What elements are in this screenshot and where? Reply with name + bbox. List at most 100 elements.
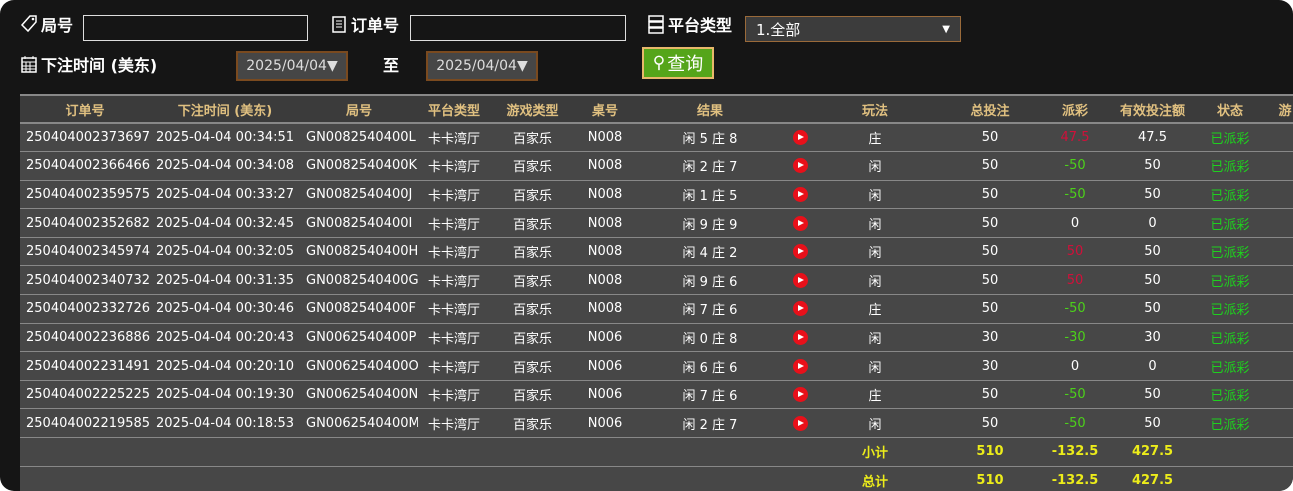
cell: [1200, 466, 1260, 491]
play-video-icon[interactable]: [792, 329, 808, 345]
cell: [1260, 466, 1293, 491]
order-input[interactable]: [410, 15, 626, 41]
cell: -132.5: [1045, 437, 1105, 467]
cell: 250404002231491: [20, 351, 150, 381]
cell: [1260, 237, 1293, 267]
replay-cell: [785, 180, 815, 210]
cell: [150, 437, 300, 467]
play-video-icon[interactable]: [792, 130, 808, 146]
bet-records-table: 订单号 下注时间 (美东) 局号 平台类型 游戏类型 桌号 结果 玩法 总投注 派彩 有效投注额 状态…: [20, 94, 1293, 491]
cell: 50: [1105, 408, 1200, 439]
cell: 427.5: [1105, 466, 1200, 491]
server-icon: [648, 15, 664, 34]
cell: 已派彩: [1200, 408, 1260, 439]
cell: N008: [575, 151, 635, 181]
cell: 0: [1105, 208, 1200, 238]
replay-cell: [785, 323, 815, 353]
cell: [20, 437, 150, 467]
column-header: 平台类型: [418, 94, 490, 124]
cell: 510: [935, 437, 1045, 467]
cell: 百家乐: [490, 265, 575, 296]
cell: 百家乐: [490, 323, 575, 353]
play-video-icon[interactable]: [792, 415, 808, 431]
column-header: 下注时间 (美东): [150, 94, 300, 124]
order-label: 订单号: [330, 12, 399, 36]
play-video-icon[interactable]: [792, 158, 808, 174]
column-header: 订单号: [20, 94, 150, 124]
cell: [418, 466, 490, 491]
to-label: 至: [383, 56, 400, 75]
cell: 0: [1045, 351, 1105, 381]
cell: 50: [1105, 380, 1200, 410]
replay-cell: [785, 265, 815, 296]
time-label: 下注时间 (美东): [20, 52, 157, 76]
replay-cell: [785, 151, 815, 181]
cell: [1260, 437, 1293, 467]
cell: 427.5: [1105, 437, 1200, 467]
replay-cell: [785, 351, 815, 381]
query-button[interactable]: ⚲ 查询: [642, 47, 714, 79]
replay-cell: [785, 380, 815, 410]
cell: -132.5: [1045, 466, 1105, 491]
cell: [1260, 123, 1293, 153]
cell: [150, 466, 300, 491]
cell: 50: [935, 237, 1045, 267]
table-row: 250404002352682 2025-04-04 00:32:45 GN0082…: [20, 208, 1293, 238]
cell: 卡卡湾厅: [418, 380, 490, 410]
cell: 已派彩: [1200, 351, 1260, 381]
cell: 47.5: [1105, 123, 1200, 153]
play-video-icon[interactable]: [792, 387, 808, 403]
cell: N008: [575, 208, 635, 238]
cell: 50: [935, 380, 1045, 410]
cell: 2025-04-04 00:30:46: [150, 294, 300, 324]
date-to-picker[interactable]: 2025/04/04▼: [426, 51, 538, 81]
cell: 卡卡湾厅: [418, 237, 490, 267]
cell: N006: [575, 380, 635, 410]
cell: 50: [935, 180, 1045, 210]
cell: 250404002219585: [20, 408, 150, 439]
column-header: 结果: [635, 94, 785, 124]
play-video-icon[interactable]: [792, 301, 808, 317]
play-video-icon[interactable]: [792, 272, 808, 288]
table-row: 250404002231491 2025-04-04 00:20:10 GN0062…: [20, 351, 1293, 381]
cell: GN0062540400P: [300, 323, 418, 353]
cell: GN0082540400G: [300, 265, 418, 296]
cell: 闲: [815, 208, 935, 238]
cell: 卡卡湾厅: [418, 265, 490, 296]
cell: 卡卡湾厅: [418, 294, 490, 324]
cell: [300, 437, 418, 467]
date-from-picker[interactable]: 2025/04/04▼: [236, 51, 348, 81]
play-video-icon[interactable]: [792, 244, 808, 260]
cell: N006: [575, 351, 635, 381]
column-header: [785, 94, 815, 124]
cell: 闲: [815, 151, 935, 181]
cell: 百家乐: [490, 408, 575, 439]
cell: 2025-04-04 00:20:10: [150, 351, 300, 381]
cell: 0: [1045, 208, 1105, 238]
table-row: 250404002373697 2025-04-04 00:34:51 GN0082…: [20, 123, 1293, 153]
cell: 50: [935, 408, 1045, 439]
cell: 闲: [815, 351, 935, 381]
cell: 卡卡湾厅: [418, 323, 490, 353]
play-video-icon[interactable]: [792, 215, 808, 231]
cell: GN0082540400F: [300, 294, 418, 324]
cell: [575, 466, 635, 491]
cell: 卡卡湾厅: [418, 351, 490, 381]
column-header: 派彩: [1045, 94, 1105, 124]
cell: [635, 466, 785, 491]
platform-select[interactable]: 1.全部 ▼: [745, 16, 961, 42]
cell: [1200, 437, 1260, 467]
cell: 250404002359575: [20, 180, 150, 210]
table-row: 250404002345974 2025-04-04 00:32:05 GN0082…: [20, 237, 1293, 267]
play-video-icon[interactable]: [792, 186, 808, 202]
cell: 闲: [815, 408, 935, 439]
round-input[interactable]: [83, 15, 308, 41]
replay-cell: [785, 208, 815, 238]
cell: 卡卡湾厅: [418, 408, 490, 439]
play-video-icon[interactable]: [792, 358, 808, 374]
cell: 30: [935, 323, 1045, 353]
cell: 510: [935, 466, 1045, 491]
cell: 卡卡湾厅: [418, 151, 490, 181]
table-row: 250404002340732 2025-04-04 00:31:35 GN0082…: [20, 265, 1293, 296]
cell: N008: [575, 237, 635, 267]
